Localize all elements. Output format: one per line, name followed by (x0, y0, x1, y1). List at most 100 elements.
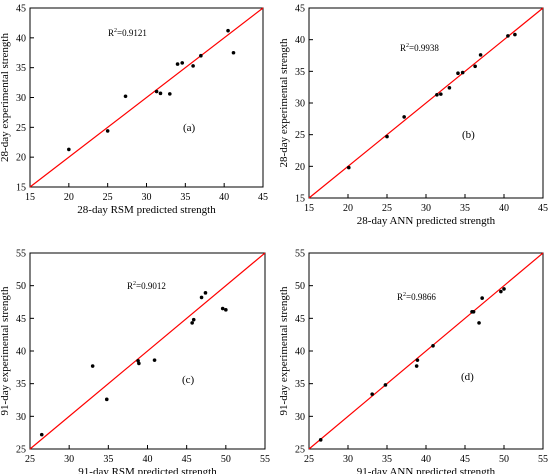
data-point (158, 91, 163, 96)
data-point (385, 134, 389, 139)
x-tick-label: 45 (182, 454, 192, 465)
data-point (168, 92, 172, 96)
data-point (199, 53, 203, 58)
data-point (203, 291, 208, 295)
panel-label: (c) (182, 374, 195, 386)
y-tick-label: 50 (16, 281, 26, 292)
x-tick-label: 25 (382, 203, 392, 214)
data-point (346, 165, 351, 170)
data-point (224, 308, 228, 312)
reference-line (29, 7, 264, 188)
y-tick-label: 45 (295, 314, 305, 325)
data-point (414, 364, 419, 368)
x-tick-label: 30 (343, 454, 353, 465)
x-axis-label: 28-day ANN predicted strength (357, 215, 496, 227)
panel-c: 25 30 35 40 45 50 55 25 30 35 40 45 50 55 R2=0.9012 (c)… (0, 249, 270, 474)
x-tick-label: 40 (499, 203, 509, 214)
x-tick-label: 25 (25, 454, 35, 465)
y-tick-label: 25 (16, 445, 26, 456)
x-tick-label: 35 (382, 454, 392, 465)
data-point (191, 317, 196, 322)
x-tick-label: 40 (143, 454, 153, 465)
y-tick-label: 30 (295, 99, 305, 110)
x-axis-label: 28-day RSM predicted strength (77, 204, 216, 216)
reference-line (29, 252, 266, 450)
data-point (506, 34, 510, 38)
y-axis-label: 91-day experimental strength (278, 286, 290, 415)
data-point (152, 358, 157, 362)
y-tick-label: 25 (16, 123, 26, 134)
y-tick-label: 30 (16, 412, 26, 423)
y-tick-label: 35 (16, 379, 26, 390)
x-tick-label: 45 (460, 454, 470, 465)
data-point (226, 28, 230, 33)
y-tick-label: 40 (16, 33, 26, 44)
data-point (90, 364, 95, 368)
data-point (199, 295, 204, 300)
x-tick-label: 30 (64, 454, 74, 465)
r-squared-label: R2=0.9121 (108, 28, 147, 38)
y-tick-label: 50 (295, 281, 305, 292)
data-point (456, 71, 460, 76)
y-tick-label: 35 (295, 67, 305, 78)
data-point (105, 129, 110, 133)
data-point (67, 147, 71, 152)
data-point (383, 383, 388, 387)
y-tick-label: 15 (16, 183, 26, 194)
data-point (191, 64, 195, 68)
y-tick-label: 20 (16, 153, 26, 164)
y-tick-label: 45 (16, 314, 26, 325)
x-tick-label: 25 (304, 454, 314, 465)
data-point (190, 321, 194, 325)
data-point (473, 64, 477, 69)
r-squared-label: R2=0.9866 (397, 292, 436, 302)
panel-label: (a) (183, 122, 196, 134)
y-tick-label: 25 (295, 130, 305, 141)
y-tick-label: 40 (295, 35, 305, 46)
y-axis-label: 28-day experimental strength (0, 33, 11, 162)
data-point (231, 50, 236, 55)
y-tick-label: 40 (16, 347, 26, 358)
y-tick-label: 55 (295, 249, 305, 260)
data-point (431, 343, 435, 348)
data-point (370, 392, 374, 396)
data-point (460, 70, 465, 75)
x-tick-label: 20 (64, 192, 74, 203)
y-tick-label: 30 (16, 93, 26, 104)
data-point (513, 32, 517, 37)
x-tick-label: 30 (142, 192, 152, 203)
r-squared-label: R2=0.9938 (400, 43, 439, 53)
data-point (502, 287, 506, 291)
y-tick-label: 40 (295, 347, 305, 358)
data-point (478, 53, 483, 57)
x-tick-label: 50 (499, 454, 509, 465)
x-tick-label: 35 (103, 454, 113, 465)
x-axis-label: 91-day ANN predicted strength (357, 466, 496, 474)
panel-label: (d) (461, 371, 474, 383)
y-tick-label: 25 (295, 445, 305, 456)
y-tick-label: 45 (16, 4, 26, 15)
x-tick-label: 20 (343, 203, 353, 214)
y-tick-label: 45 (295, 4, 305, 15)
y-tick-label: 35 (16, 63, 26, 74)
y-tick-label: 35 (295, 379, 305, 390)
y-tick-label: 15 (295, 194, 305, 205)
data-point (447, 86, 452, 90)
data-point (180, 61, 185, 65)
y-tick-label: 55 (16, 249, 26, 260)
data-point (220, 306, 225, 311)
x-tick-label: 55 (538, 454, 548, 465)
data-point (480, 296, 484, 300)
x-tick-label: 35 (180, 192, 190, 203)
x-axis-label: 91-day RSM predicted strength (78, 466, 217, 474)
data-point (435, 92, 439, 97)
x-tick-label: 35 (460, 203, 470, 214)
x-tick-label: 15 (25, 192, 35, 203)
reference-line (308, 252, 544, 450)
y-tick-label: 20 (295, 162, 305, 173)
panel-d: 25 30 35 40 45 50 55 25 30 35 40 45 50 55 R2=0.9866 (d)… (278, 249, 548, 474)
x-tick-label: 15 (304, 203, 314, 214)
data-point (123, 94, 128, 99)
x-tick-label: 30 (421, 203, 431, 214)
